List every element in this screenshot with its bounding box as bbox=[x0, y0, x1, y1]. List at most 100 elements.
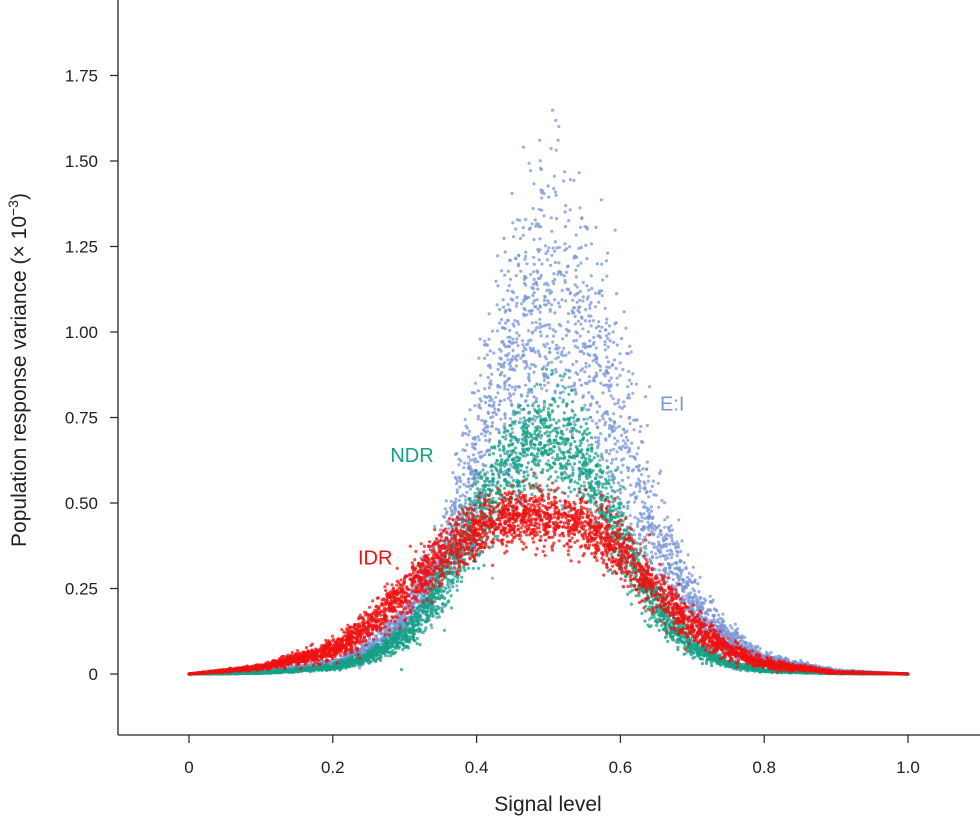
data-point bbox=[476, 417, 480, 421]
data-point bbox=[450, 512, 454, 516]
data-point bbox=[571, 298, 575, 302]
data-point bbox=[696, 582, 700, 586]
data-point bbox=[525, 364, 529, 368]
data-point bbox=[471, 458, 475, 462]
data-point bbox=[551, 246, 555, 250]
data-point bbox=[461, 472, 466, 477]
data-point bbox=[557, 322, 562, 326]
data-point bbox=[624, 435, 629, 439]
data-point bbox=[627, 369, 631, 373]
data-point bbox=[566, 265, 570, 269]
data-point bbox=[476, 460, 480, 464]
data-point bbox=[596, 446, 600, 450]
data-point bbox=[616, 439, 620, 443]
data-point bbox=[527, 372, 531, 376]
data-point bbox=[609, 394, 613, 398]
data-point bbox=[557, 346, 561, 350]
data-point bbox=[563, 248, 567, 252]
data-point bbox=[497, 403, 501, 407]
data-point bbox=[578, 289, 583, 293]
data-point bbox=[571, 362, 575, 367]
data-point bbox=[578, 206, 582, 210]
data-point bbox=[597, 291, 601, 296]
data-point bbox=[476, 435, 480, 439]
data-point bbox=[511, 235, 516, 239]
data-point bbox=[628, 514, 632, 518]
data-point bbox=[649, 489, 653, 493]
data-point bbox=[677, 578, 681, 582]
data-point bbox=[530, 390, 534, 394]
data-point bbox=[578, 298, 582, 302]
data-point bbox=[503, 384, 507, 388]
data-point bbox=[516, 344, 520, 348]
data-point bbox=[711, 598, 715, 602]
data-point bbox=[618, 352, 622, 356]
data-point bbox=[506, 289, 510, 293]
data-point bbox=[538, 138, 542, 142]
data-point bbox=[643, 485, 647, 490]
data-point bbox=[597, 442, 601, 446]
data-point bbox=[623, 430, 627, 435]
data-point bbox=[592, 340, 596, 344]
data-point bbox=[607, 474, 611, 479]
data-point bbox=[506, 303, 510, 307]
data-point bbox=[545, 288, 549, 293]
data-point bbox=[484, 438, 488, 443]
data-point bbox=[561, 375, 566, 379]
data-point bbox=[589, 242, 594, 246]
data-point bbox=[611, 362, 615, 367]
data-point bbox=[461, 493, 465, 497]
data-point bbox=[679, 559, 683, 563]
data-point bbox=[642, 512, 646, 516]
data-point bbox=[658, 532, 662, 536]
data-point bbox=[613, 322, 617, 326]
data-point bbox=[547, 246, 551, 250]
data-point bbox=[607, 452, 612, 456]
data-point bbox=[704, 610, 708, 614]
data-point bbox=[627, 416, 631, 420]
data-point bbox=[581, 280, 585, 285]
data-point bbox=[612, 358, 617, 362]
data-point bbox=[708, 600, 713, 604]
data-point bbox=[694, 595, 698, 599]
data-point bbox=[626, 450, 630, 454]
data-point bbox=[606, 337, 610, 341]
data-point bbox=[545, 258, 550, 262]
data-point bbox=[487, 439, 491, 443]
data-point bbox=[612, 481, 616, 485]
data-point bbox=[527, 309, 531, 313]
data-point bbox=[468, 408, 472, 412]
data-point bbox=[490, 398, 494, 402]
data-point bbox=[553, 330, 558, 334]
data-point bbox=[589, 324, 593, 328]
data-point bbox=[525, 394, 529, 398]
data-point bbox=[629, 493, 633, 497]
data-point bbox=[579, 322, 583, 326]
data-point bbox=[680, 539, 684, 543]
data-point bbox=[597, 300, 601, 304]
data-point bbox=[657, 505, 661, 509]
data-point bbox=[483, 394, 487, 399]
data-point bbox=[482, 356, 487, 360]
data-point bbox=[487, 386, 491, 390]
data-point bbox=[521, 233, 525, 237]
data-point bbox=[592, 379, 597, 383]
data-point bbox=[607, 470, 611, 474]
data-point bbox=[454, 482, 459, 486]
data-point bbox=[658, 555, 662, 559]
data-point bbox=[650, 550, 654, 554]
data-point bbox=[601, 417, 605, 421]
data-point bbox=[641, 540, 645, 544]
data-point bbox=[600, 325, 604, 329]
data-point bbox=[654, 552, 658, 556]
data-point bbox=[594, 360, 599, 364]
data-point bbox=[575, 292, 579, 296]
data-point bbox=[438, 528, 443, 532]
data-point bbox=[645, 553, 649, 557]
data-point bbox=[581, 395, 585, 399]
data-point bbox=[614, 457, 618, 461]
data-point bbox=[483, 400, 488, 405]
data-point bbox=[579, 245, 583, 249]
data-point bbox=[521, 145, 526, 149]
data-point bbox=[608, 417, 612, 421]
